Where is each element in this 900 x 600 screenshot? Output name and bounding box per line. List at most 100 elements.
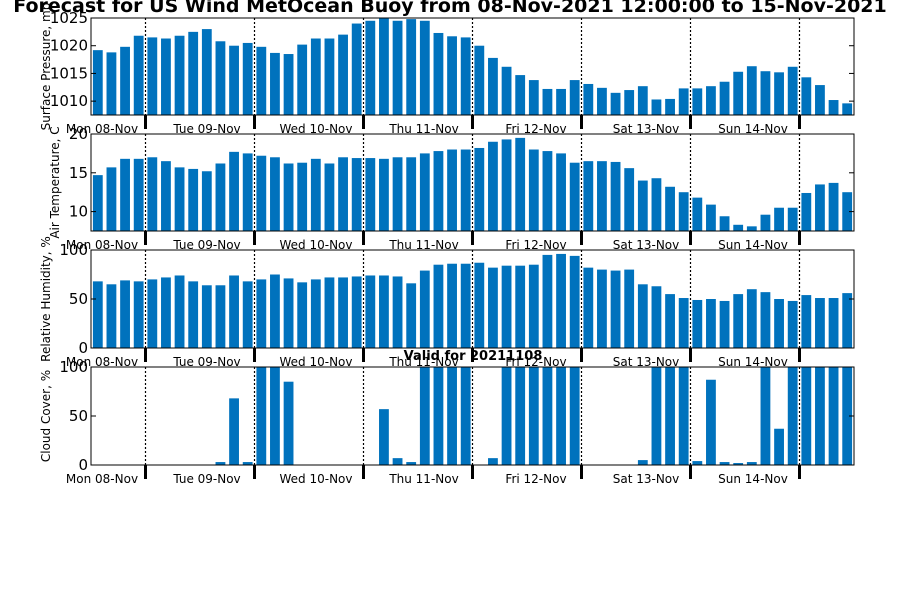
bar: [760, 214, 771, 231]
bar: [392, 20, 403, 115]
bar: [774, 72, 784, 115]
bar: [515, 265, 526, 348]
bar: [774, 428, 784, 465]
x-tick-label: Tue 09-Nov: [172, 472, 240, 486]
bar: [719, 462, 730, 465]
x-tick-label: Fri 12-Nov: [505, 355, 566, 369]
x-tick-label: Thu 11-Nov: [388, 355, 458, 369]
bar: [637, 284, 648, 348]
bar: [651, 286, 662, 348]
bar: [719, 300, 730, 348]
bar: [569, 162, 580, 231]
bar: [678, 192, 689, 231]
bar: [460, 263, 471, 348]
bar: [828, 182, 839, 231]
bar: [351, 23, 362, 115]
bar: [283, 163, 294, 231]
bar: [92, 281, 103, 348]
bar: [174, 35, 185, 115]
x-tick-label: Fri 12-Nov: [505, 122, 566, 136]
bar: [706, 379, 716, 465]
x-tick-label: Sat 13-Nov: [613, 355, 680, 369]
bar: [815, 298, 825, 348]
bar: [569, 80, 580, 115]
bar: [433, 151, 444, 231]
bar: [488, 141, 498, 231]
y-tick-label: 1015: [50, 64, 88, 82]
y-tick-label: 1020: [50, 37, 88, 55]
bar: [597, 269, 607, 348]
bar-series: [92, 18, 853, 115]
bar: [665, 367, 675, 465]
bar: [201, 285, 212, 348]
bar: [610, 270, 621, 348]
bar: [256, 46, 267, 115]
bar: [379, 409, 389, 465]
bar: [678, 367, 689, 465]
bar: [433, 264, 444, 348]
bar: [106, 284, 117, 348]
bar: [229, 45, 239, 115]
y-tick-label: 0: [78, 339, 88, 357]
x-tick-label: Wed 10-Nov: [280, 122, 353, 136]
bar: [120, 280, 130, 348]
bar: [624, 168, 635, 231]
bar: [229, 398, 239, 465]
bar: [733, 463, 744, 465]
bar: [719, 216, 730, 231]
bar: [501, 139, 512, 231]
bar: [406, 19, 417, 115]
x-tick-label: Sun 14-Nov: [718, 355, 788, 369]
bar: [501, 66, 512, 115]
y-tick-label: 1010: [50, 92, 88, 110]
bar: [583, 83, 594, 115]
bar: [787, 207, 798, 231]
bar-series: [92, 253, 853, 348]
bar: [760, 71, 771, 115]
bar: [310, 279, 321, 348]
bar: [297, 44, 308, 115]
bar: [147, 37, 158, 115]
bar: [637, 460, 648, 465]
bar: [283, 54, 294, 115]
bar: [842, 192, 853, 231]
bar: [447, 367, 457, 465]
bar: [815, 367, 825, 465]
bar: [379, 18, 389, 115]
axes-box: [90, 133, 855, 232]
bar: [379, 275, 389, 348]
bar: [488, 267, 498, 348]
bar: [338, 157, 348, 231]
bar: [419, 20, 430, 115]
bar: [706, 86, 716, 115]
y-axis-label: Cloud Cover, %: [39, 370, 53, 462]
bar: [733, 294, 744, 348]
chart-panel-4: 0 50 100 Cloud Cover, % Mon 08-Nov Tue 09-Nov…: [39, 358, 855, 486]
x-tick-label: Fri 12-Nov: [505, 472, 566, 486]
bar: [201, 171, 212, 231]
bar: [365, 20, 376, 115]
bar: [774, 207, 784, 231]
bar: [692, 88, 703, 115]
y-axis-label: Relative Humidity, %: [39, 236, 53, 362]
bar: [515, 75, 526, 115]
bar: [692, 197, 703, 231]
bar: [556, 88, 566, 115]
chart-panel-3: 0 50 100 Relative Humidity, % Mon 08-Nov Tue …: [39, 236, 855, 369]
bar: [188, 168, 199, 231]
bar: [310, 158, 321, 231]
bar: [351, 276, 362, 348]
x-tick-label: Mon 08-Nov: [66, 472, 138, 486]
y-tick-label: 15: [69, 164, 88, 182]
bar: [365, 158, 376, 231]
bar: [406, 283, 417, 348]
bar: [801, 77, 812, 115]
bar: [188, 281, 199, 348]
bar: [242, 153, 253, 231]
bar: [542, 88, 553, 115]
bar: [447, 36, 457, 115]
bar: [651, 99, 662, 115]
bar: [542, 367, 553, 465]
